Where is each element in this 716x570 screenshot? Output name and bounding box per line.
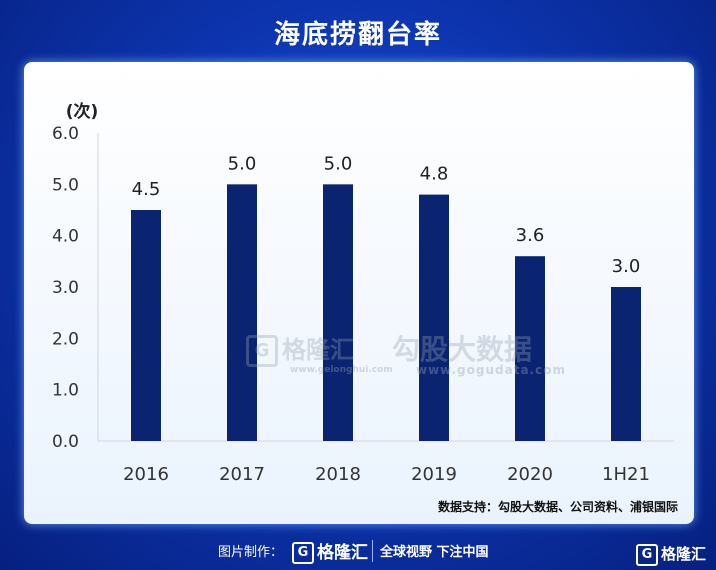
footer-divider [372, 540, 373, 562]
gelonghui-logo-icon: G [292, 542, 314, 564]
bar [131, 210, 161, 441]
gelonghui-logo-icon: G [635, 543, 658, 566]
corner-logo-text: 格隆汇 [660, 545, 706, 563]
corner-logo: G 格隆汇 [635, 543, 706, 566]
y-tick-label: 2.0 [52, 329, 79, 349]
x-tick-label: 2018 [315, 464, 361, 485]
bar [323, 184, 353, 441]
y-tick-label: 5.0 [52, 175, 79, 195]
x-tick-label: 2019 [411, 464, 457, 485]
y-tick-label: 4.0 [52, 227, 79, 247]
footer-slogan: 全球视野 下注中国 [380, 545, 489, 560]
y-tick-label: 1.0 [52, 381, 79, 401]
gelonghui-watermark: G 格隆汇 [246, 330, 354, 367]
gouhu-watermark: 勾股大数据 [392, 333, 533, 366]
gelonghui-watermark-url: www.gelonghui.com [290, 365, 393, 375]
x-tick-label: 2016 [123, 464, 169, 485]
footer-made-by: 图片制作： [218, 545, 284, 560]
x-tick-label: 2020 [507, 464, 553, 485]
x-tick-label: 2017 [219, 464, 265, 485]
bar-data-label: 3.0 [612, 256, 641, 277]
y-tick-label: 3.0 [52, 278, 79, 298]
footer-logo: G 格隆汇 [292, 538, 368, 564]
footer: 图片制作： G 格隆汇 全球视野 下注中国 [0, 532, 716, 570]
x-tick-label: 1H21 [602, 464, 650, 485]
chart-card: (次) 0.0 1.0 2.0 3.0 4.0 5.0 6.0 4.5 2016 5.0 2017 5.… [24, 62, 694, 524]
bar-data-label: 3.6 [516, 225, 545, 246]
y-tick-label: 6.0 [52, 124, 79, 144]
bar [227, 184, 257, 441]
page-title: 海底捞翻台率 [273, 20, 442, 50]
gouhu-watermark-url: www.gogudata.com [416, 363, 566, 377]
bar [419, 194, 449, 441]
y-axis-label: (次) [66, 101, 99, 122]
y-tick-label: 0.0 [52, 432, 79, 452]
bar-chart: (次) 0.0 1.0 2.0 3.0 4.0 5.0 6.0 4.5 2016 5.0 2017 5.… [52, 101, 674, 485]
bar-data-label: 4.8 [420, 164, 449, 185]
bar [515, 256, 545, 441]
gelonghui-watermark-text: 格隆汇 [282, 336, 354, 364]
bar-data-label: 5.0 [228, 153, 257, 174]
bar-data-label: 5.0 [324, 153, 353, 174]
footer-logo-text: 格隆汇 [317, 543, 368, 563]
gelonghui-logo-icon: G [246, 335, 278, 367]
bar-data-label: 4.5 [132, 179, 161, 200]
bar [611, 287, 641, 441]
data-source: 数据支持：勾股大数据、公司资料、浦银国际 [437, 500, 678, 514]
